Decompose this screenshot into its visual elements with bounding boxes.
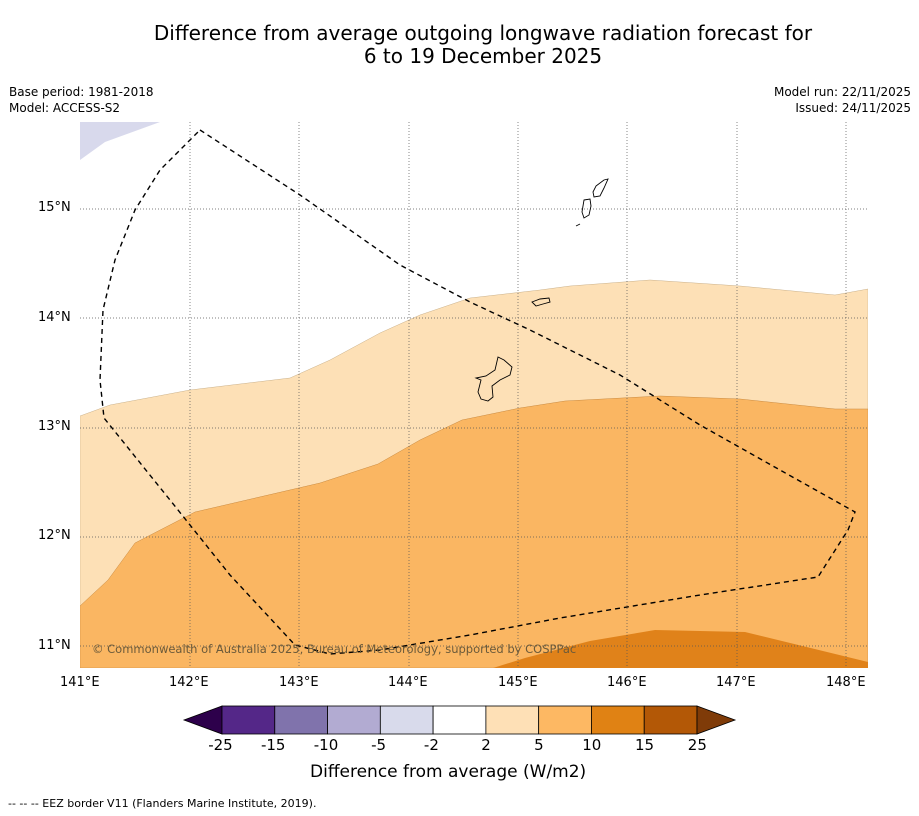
lon-label-145: 145°E — [498, 675, 538, 690]
meta-left: Base period: 1981-2018 Model: ACCESS-S2 — [9, 84, 154, 116]
lat-label-11: 11°N — [38, 638, 71, 653]
lon-label-146: 146°E — [607, 675, 647, 690]
colorbar-swatch — [643, 705, 698, 735]
colorbar-tick-label: -2 — [423, 736, 439, 754]
lon-label-142: 142°E — [169, 675, 209, 690]
colorbar-tick-label: 5 — [534, 736, 544, 754]
colorbar-extend-low — [182, 705, 223, 735]
colorbar-extend-high — [696, 705, 737, 735]
colorbar-swatch — [327, 705, 381, 735]
issued-date: Issued: 24/11/2025 — [795, 101, 911, 115]
title-line-1: Difference from average outgoing longwav… — [153, 21, 813, 45]
colorbar-swatch — [274, 705, 328, 735]
lon-label-148: 148°E — [826, 675, 866, 690]
colorbar-tick-label: 2 — [481, 736, 491, 754]
model-name: Model: ACCESS-S2 — [9, 101, 121, 115]
colorbar-tick-label: -25 — [208, 736, 233, 754]
colorbar-swatch — [221, 705, 276, 735]
colorbar-tick-label: -15 — [260, 736, 286, 754]
title-line-2: 6 to 19 December 2025 — [363, 44, 603, 68]
colorbar-title: Difference from average (W/m2) — [310, 762, 587, 782]
lon-label-147: 147°E — [716, 675, 756, 690]
lat-label-13: 13°N — [38, 419, 71, 434]
base-period: Base period: 1981-2018 — [9, 85, 154, 99]
aguijan-island — [575, 223, 581, 227]
colorbar-swatch — [432, 705, 487, 735]
lat-label-15: 15°N — [38, 200, 71, 215]
colorbar-tick-label: -10 — [313, 736, 339, 754]
anomaly-region-10-15 — [493, 630, 868, 668]
copyright-text: © Commonwealth of Australia 2025, Bureau… — [92, 642, 577, 656]
lat-label-12: 12°N — [38, 528, 71, 543]
colorbar-swatch — [591, 705, 645, 735]
colorbar-tick-label: 15 — [635, 736, 655, 754]
lon-label-144: 144°E — [388, 675, 428, 690]
model-run: Model run: 22/11/2025 — [773, 85, 911, 99]
saipan-island — [592, 178, 609, 198]
anomaly-region-neg5-neg2 — [80, 122, 160, 160]
guam-island — [474, 356, 513, 402]
tinian-island — [581, 198, 592, 219]
eez-border — [99, 129, 856, 655]
colorbar-tick-label: 10 — [582, 736, 602, 754]
lat-label-14: 14°N — [38, 310, 71, 325]
colorbar-swatch — [485, 705, 540, 735]
colorbar — [182, 705, 737, 735]
graticule — [80, 122, 868, 668]
colorbar-swatch — [379, 705, 434, 735]
islands — [474, 178, 609, 402]
colorbar-tick-label: 25 — [687, 736, 707, 754]
colorbar-tick-label: -5 — [371, 736, 387, 754]
meta-right: Model run: 22/11/2025 Issued: 24/11/2025 — [774, 84, 911, 116]
rota-island — [531, 297, 551, 307]
eez-legend-note: -- -- -- EEZ border V11 (Flanders Marine… — [8, 797, 317, 810]
colorbar-swatch — [538, 705, 592, 735]
lon-label-143: 143°E — [279, 675, 319, 690]
chart-title: Difference from average outgoing longwav… — [0, 22, 919, 68]
lon-label-141: 141°E — [60, 675, 100, 690]
